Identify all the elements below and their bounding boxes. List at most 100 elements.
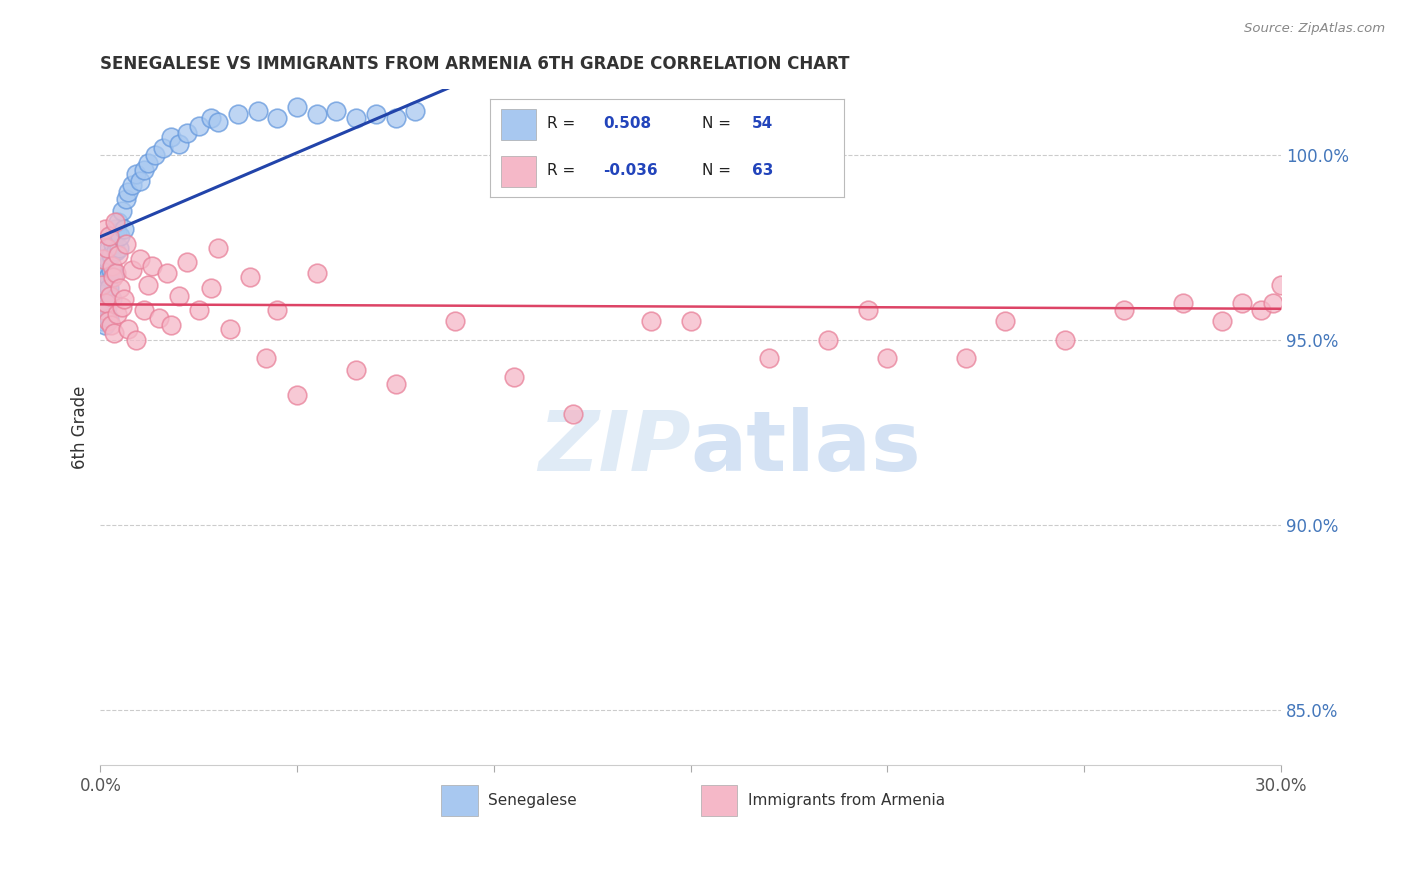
Point: [160, 129, 183, 144]
Point: [96, 300, 118, 314]
Point: [955, 351, 977, 366]
Point: [145, 148, 167, 162]
Point: [96, 241, 118, 255]
Point: [105, 244, 128, 259]
Point: [876, 351, 898, 366]
Point: [679, 314, 702, 328]
Point: [93, 296, 115, 310]
Point: [856, 303, 879, 318]
Point: [160, 318, 183, 333]
Point: [115, 193, 138, 207]
Point: [364, 107, 387, 121]
Point: [100, 248, 122, 262]
Point: [384, 111, 406, 125]
Point: [285, 388, 308, 402]
Point: [91, 277, 114, 292]
Point: [266, 111, 288, 125]
Point: [219, 322, 242, 336]
Point: [384, 377, 406, 392]
Point: [108, 229, 131, 244]
Point: [817, 333, 839, 347]
Point: [1112, 303, 1135, 318]
Point: [103, 326, 125, 340]
Point: [104, 215, 127, 229]
Point: [344, 111, 367, 125]
Point: [132, 303, 155, 318]
Point: [105, 307, 128, 321]
Point: [1261, 296, 1284, 310]
Text: ZIP: ZIP: [538, 407, 690, 488]
Point: [101, 236, 124, 251]
Point: [136, 277, 159, 292]
Point: [246, 103, 269, 118]
Point: [305, 107, 328, 121]
Point: [103, 267, 125, 281]
Point: [758, 351, 780, 366]
Point: [97, 310, 120, 325]
Point: [97, 314, 120, 328]
Point: [167, 136, 190, 151]
Point: [1171, 296, 1194, 310]
Point: [121, 178, 143, 192]
Point: [115, 236, 138, 251]
Point: [200, 281, 222, 295]
Point: [98, 229, 121, 244]
Point: [640, 314, 662, 328]
Point: [125, 333, 148, 347]
Point: [112, 293, 135, 307]
Point: [121, 262, 143, 277]
Point: [404, 103, 426, 118]
Point: [128, 252, 150, 266]
Point: [94, 267, 117, 281]
Point: [1250, 303, 1272, 318]
Text: atlas: atlas: [690, 407, 921, 488]
Point: [98, 281, 121, 295]
Point: [105, 267, 128, 281]
Point: [101, 270, 124, 285]
Point: [254, 351, 277, 366]
Point: [1230, 296, 1253, 310]
Point: [93, 252, 115, 266]
Point: [117, 185, 139, 199]
Point: [96, 252, 118, 266]
Point: [167, 288, 190, 302]
Point: [994, 314, 1017, 328]
Point: [107, 215, 129, 229]
Point: [344, 362, 367, 376]
Point: [1270, 277, 1292, 292]
Text: SENEGALESE VS IMMIGRANTS FROM ARMENIA 6TH GRADE CORRELATION CHART: SENEGALESE VS IMMIGRANTS FROM ARMENIA 6T…: [100, 55, 849, 73]
Point: [207, 241, 229, 255]
Point: [93, 303, 115, 318]
Point: [108, 281, 131, 295]
Point: [132, 162, 155, 177]
Point: [1053, 333, 1076, 347]
Point: [156, 267, 179, 281]
Point: [148, 310, 170, 325]
Point: [117, 322, 139, 336]
Point: [94, 318, 117, 333]
Point: [98, 241, 121, 255]
Point: [187, 303, 209, 318]
Point: [125, 167, 148, 181]
Point: [239, 270, 262, 285]
Point: [176, 126, 198, 140]
Point: [285, 100, 308, 114]
Point: [104, 222, 127, 236]
Point: [443, 314, 465, 328]
Point: [108, 241, 131, 255]
Point: [96, 296, 118, 310]
Point: [128, 174, 150, 188]
Point: [105, 226, 128, 240]
Point: [141, 259, 163, 273]
Point: [100, 318, 122, 333]
Point: [111, 203, 134, 218]
Point: [200, 111, 222, 125]
Y-axis label: 6th Grade: 6th Grade: [72, 385, 89, 468]
Point: [1211, 314, 1233, 328]
Point: [98, 229, 121, 244]
Point: [226, 107, 249, 121]
Point: [111, 300, 134, 314]
Point: [100, 262, 122, 277]
Point: [97, 285, 120, 299]
Point: [97, 270, 120, 285]
